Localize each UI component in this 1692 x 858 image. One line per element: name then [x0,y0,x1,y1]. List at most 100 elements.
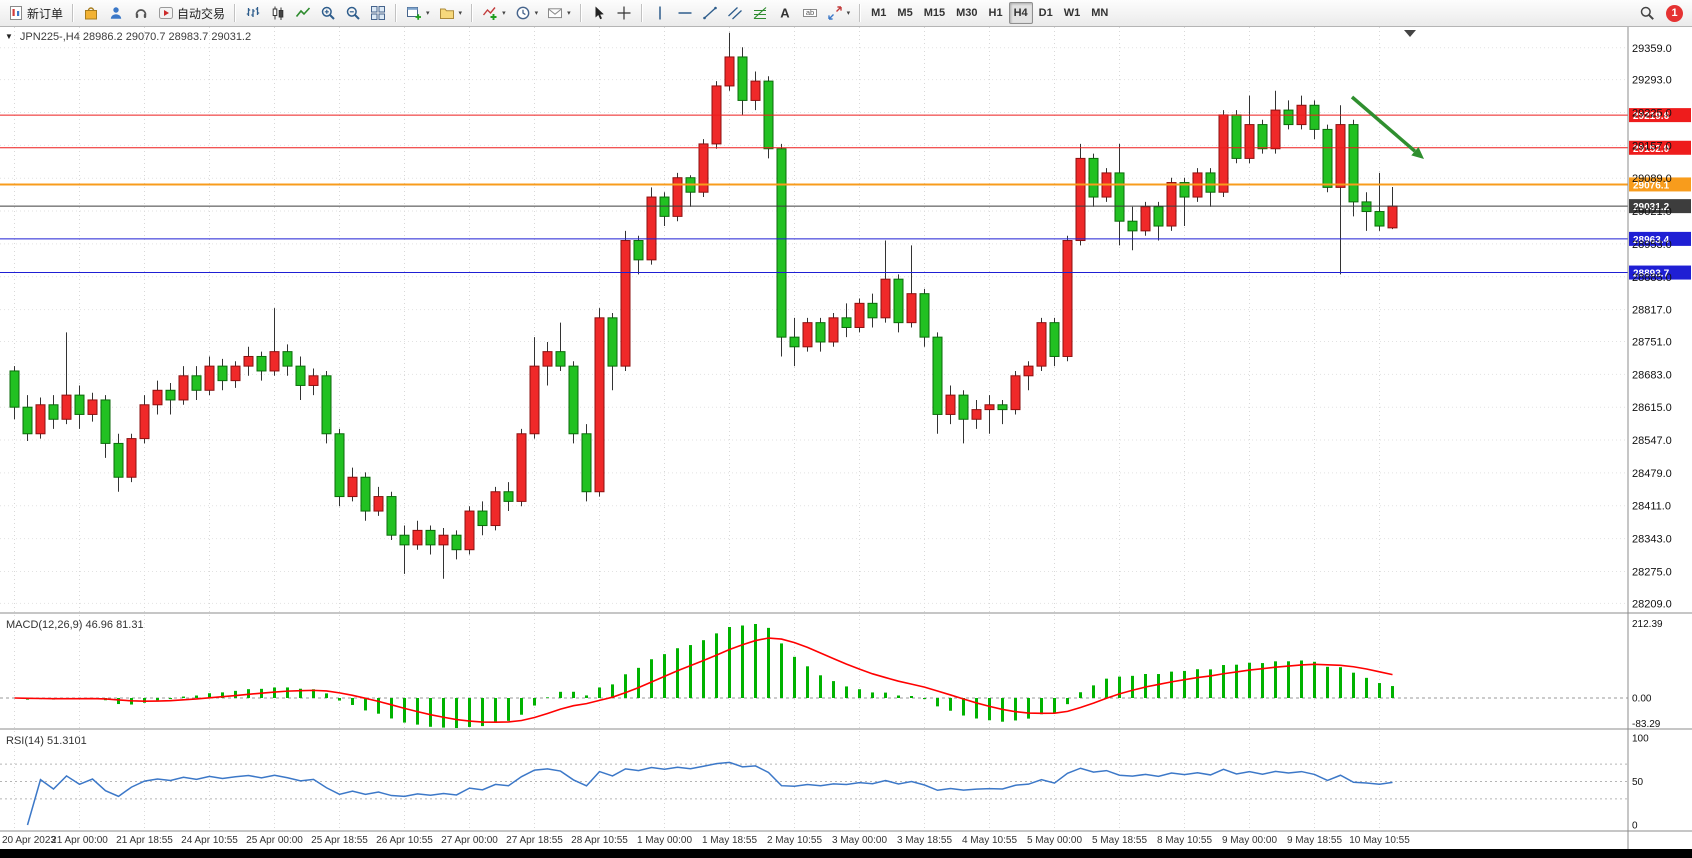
search-button[interactable] [1635,2,1659,24]
chart-area[interactable]: 29219.6 29152.0 29076.1 29031.2 28963.4 28893… [0,27,1692,849]
chevron-down-icon: ▾ [567,10,571,17]
price-level-badge [1629,108,1691,123]
tile-icon [370,5,386,21]
auto-trading-button[interactable]: 自动交易 [154,2,229,24]
svg-text:8 May 10:55: 8 May 10:55 [1157,835,1212,846]
periods-button[interactable]: ▾ [511,2,543,24]
trend-arrow[interactable] [1350,95,1417,153]
price-chart[interactable]: 29219.6 29152.0 29076.1 29031.2 28963.4 28893… [0,27,1692,849]
text-icon: A [777,5,793,21]
toolbar-separator [640,4,643,22]
fibonacci-button[interactable] [748,2,772,24]
svg-text:5 May 00:00: 5 May 00:00 [1027,835,1082,846]
timeframe-h4-button[interactable]: H4 [1008,2,1033,24]
candles-icon [270,5,286,21]
chart-shift-marker[interactable] [1404,30,1416,37]
toolbar-separator [234,4,237,22]
text-button[interactable]: A [773,2,797,24]
one-click-trading-toggle[interactable]: ▼ [5,32,13,41]
trendline-icon [702,5,718,21]
market-icon [83,5,99,21]
timeframe-m1-button[interactable]: M1 [866,2,891,24]
timeframe-w1-button[interactable]: W1 [1059,2,1086,24]
svg-text:29076.1: 29076.1 [1633,180,1670,191]
symbol-ohlc-text: JPN225-,H4 28986.2 29070.7 28983.7 29031… [19,31,252,43]
svg-text:5 May 18:55: 5 May 18:55 [1092,835,1147,846]
toolbar-separator [579,4,582,22]
chevron-down-icon: ▾ [502,10,506,17]
crosshair-icon [616,5,632,21]
channel-button[interactable] [723,2,747,24]
svg-text:27 Apr 18:55: 27 Apr 18:55 [506,835,563,846]
signals-button[interactable] [104,2,128,24]
svg-text:3 May 18:55: 3 May 18:55 [897,835,952,846]
horizontal-lines: 29219.6 29152.0 29076.1 29031.2 28963.4 28893… [0,30,1691,280]
timeframe-m30-button[interactable]: M30 [951,2,982,24]
svg-text:29225.0: 29225.0 [1632,108,1672,120]
chevron-down-icon: ▾ [846,10,851,17]
svg-text:50: 50 [1632,777,1644,788]
toolbar-separator [471,4,474,22]
svg-text:28411.0: 28411.0 [1632,501,1671,513]
horizontal-line-button[interactable] [673,2,697,24]
templates-button[interactable]: ▾ [543,2,575,24]
timeframe-d1-button[interactable]: D1 [1034,2,1058,24]
svg-text:20 Apr 2023: 20 Apr 2023 [2,835,56,846]
timeframe-m15-button[interactable]: M15 [919,2,950,24]
market-button[interactable] [79,2,103,24]
svg-text:29157.0: 29157.0 [1632,140,1672,152]
indicators-icon [482,5,498,21]
new-order-button[interactable]: 新订单 [4,2,67,24]
headset-icon [133,5,149,21]
indicators-button[interactable]: ▾ [478,2,510,24]
arrows-button[interactable]: ▾ [823,2,855,24]
price-level-badge [1629,140,1691,155]
vps-button[interactable] [129,2,153,24]
svg-text:28209.0: 28209.0 [1632,598,1672,610]
profiles-button[interactable]: ▾ [435,2,467,24]
notification-badge[interactable]: 1 [1666,4,1683,22]
svg-text:21 Apr 00:00: 21 Apr 00:00 [51,835,108,846]
svg-text:28953.0: 28953.0 [1632,239,1672,251]
timeframe-m5-button[interactable]: M5 [892,2,917,24]
svg-text:4 May 10:55: 4 May 10:55 [962,835,1017,846]
bar-chart-button[interactable] [241,2,265,24]
svg-text:29152.0: 29152.0 [1633,144,1670,155]
toolbar-right: 1 [1635,2,1688,24]
svg-text:24 Apr 10:55: 24 Apr 10:55 [181,835,238,846]
svg-text:28343.0: 28343.0 [1632,534,1672,546]
trendline-button[interactable] [698,2,722,24]
svg-text:0.00: 0.00 [1632,694,1652,705]
crosshair-button[interactable] [612,2,636,24]
rsi-name: RSI(14) [6,735,44,747]
svg-text:28547.0: 28547.0 [1632,435,1672,447]
svg-text:28751.0: 28751.0 [1632,336,1672,348]
svg-text:A: A [780,6,790,21]
cursor-button[interactable] [587,2,611,24]
search-icon [1639,5,1655,21]
line-chart-button[interactable] [291,2,315,24]
price-level-badge [1629,199,1691,214]
arrows-icon [827,5,843,21]
price-axis: 29359.0 29293.0 29225.0 29157.0 29089.0 29021… [0,27,1692,849]
label-button[interactable]: ab [798,2,822,24]
new-order-icon [8,5,24,21]
indicator-panels [0,624,1628,826]
timeframe-h1-button[interactable]: H1 [984,2,1008,24]
svg-text:9 May 00:00: 9 May 00:00 [1222,835,1277,846]
candlestick-chart-button[interactable] [266,2,290,24]
zoom-in-button[interactable] [316,2,340,24]
svg-text:29219.6: 29219.6 [1633,111,1670,122]
new-chart-button[interactable]: ▾ [402,2,434,24]
timeframe-mn-button[interactable]: MN [1086,2,1113,24]
clock-icon [515,5,531,21]
vertical-line-button[interactable] [648,2,672,24]
zoom-out-button[interactable] [341,2,365,24]
label-icon: ab [802,5,818,21]
svg-text:29089.0: 29089.0 [1632,173,1672,185]
svg-text:0: 0 [1632,821,1638,832]
autotrade-icon [158,5,174,21]
tile-windows-button[interactable] [366,2,390,24]
